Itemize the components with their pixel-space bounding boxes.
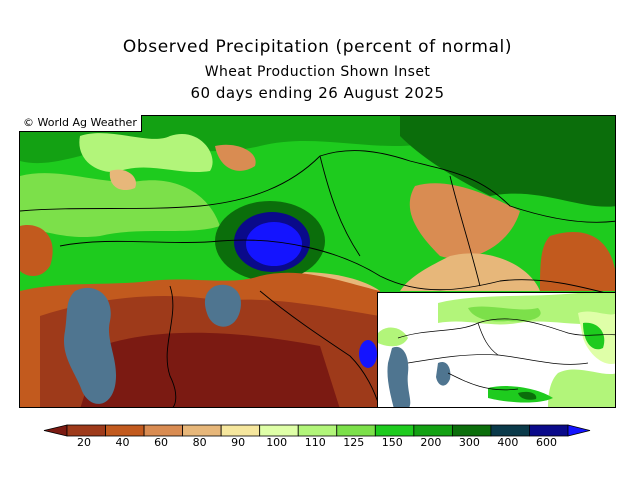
legend-swatch bbox=[490, 424, 530, 437]
legend-tick-label: 125 bbox=[343, 436, 365, 449]
legend-arrow-high bbox=[567, 424, 591, 437]
map-subtitle: Wheat Production Shown Inset bbox=[204, 64, 431, 80]
legend-swatch bbox=[259, 424, 299, 437]
legend-swatch bbox=[105, 424, 145, 437]
copyright-credit: © World Ag Weather bbox=[19, 115, 142, 132]
map-period: 60 days ending 26 August 2025 bbox=[190, 84, 445, 102]
legend-tick-label: 100 bbox=[266, 436, 288, 449]
legend-tick-label: 60 bbox=[154, 436, 169, 449]
precipitation-map bbox=[19, 115, 616, 408]
map-title: Observed Precipitation (percent of norma… bbox=[122, 37, 513, 57]
precipitation-map-graphic bbox=[20, 116, 615, 407]
legend-tick-label: 300 bbox=[458, 436, 480, 449]
legend-swatch bbox=[336, 424, 376, 437]
legend-tick-label: 90 bbox=[231, 436, 246, 449]
legend-tick-label: 200 bbox=[420, 436, 442, 449]
legend-tick-label: 150 bbox=[381, 436, 403, 449]
legend-swatch bbox=[374, 424, 415, 437]
legend-swatch bbox=[451, 424, 492, 437]
legend-swatch bbox=[66, 424, 106, 437]
legend-tick-label: 20 bbox=[77, 436, 91, 449]
legend-tick-label: 80 bbox=[192, 436, 207, 449]
legend-tick-label: 600 bbox=[535, 436, 557, 449]
legend-swatch bbox=[182, 424, 222, 437]
wheat-inset-map bbox=[377, 292, 616, 408]
legend-swatch bbox=[143, 424, 184, 437]
legend-tick-label: 40 bbox=[115, 436, 130, 449]
legend-swatch bbox=[529, 424, 569, 437]
legend-tick-label: 400 bbox=[497, 436, 519, 449]
wheat-inset-graphic bbox=[378, 293, 615, 407]
legend-swatch bbox=[297, 424, 338, 437]
legend-swatch bbox=[413, 424, 453, 437]
legend-arrow-low bbox=[43, 424, 68, 437]
legend-tick-label: 110 bbox=[304, 436, 326, 449]
legend-swatch bbox=[220, 424, 261, 437]
